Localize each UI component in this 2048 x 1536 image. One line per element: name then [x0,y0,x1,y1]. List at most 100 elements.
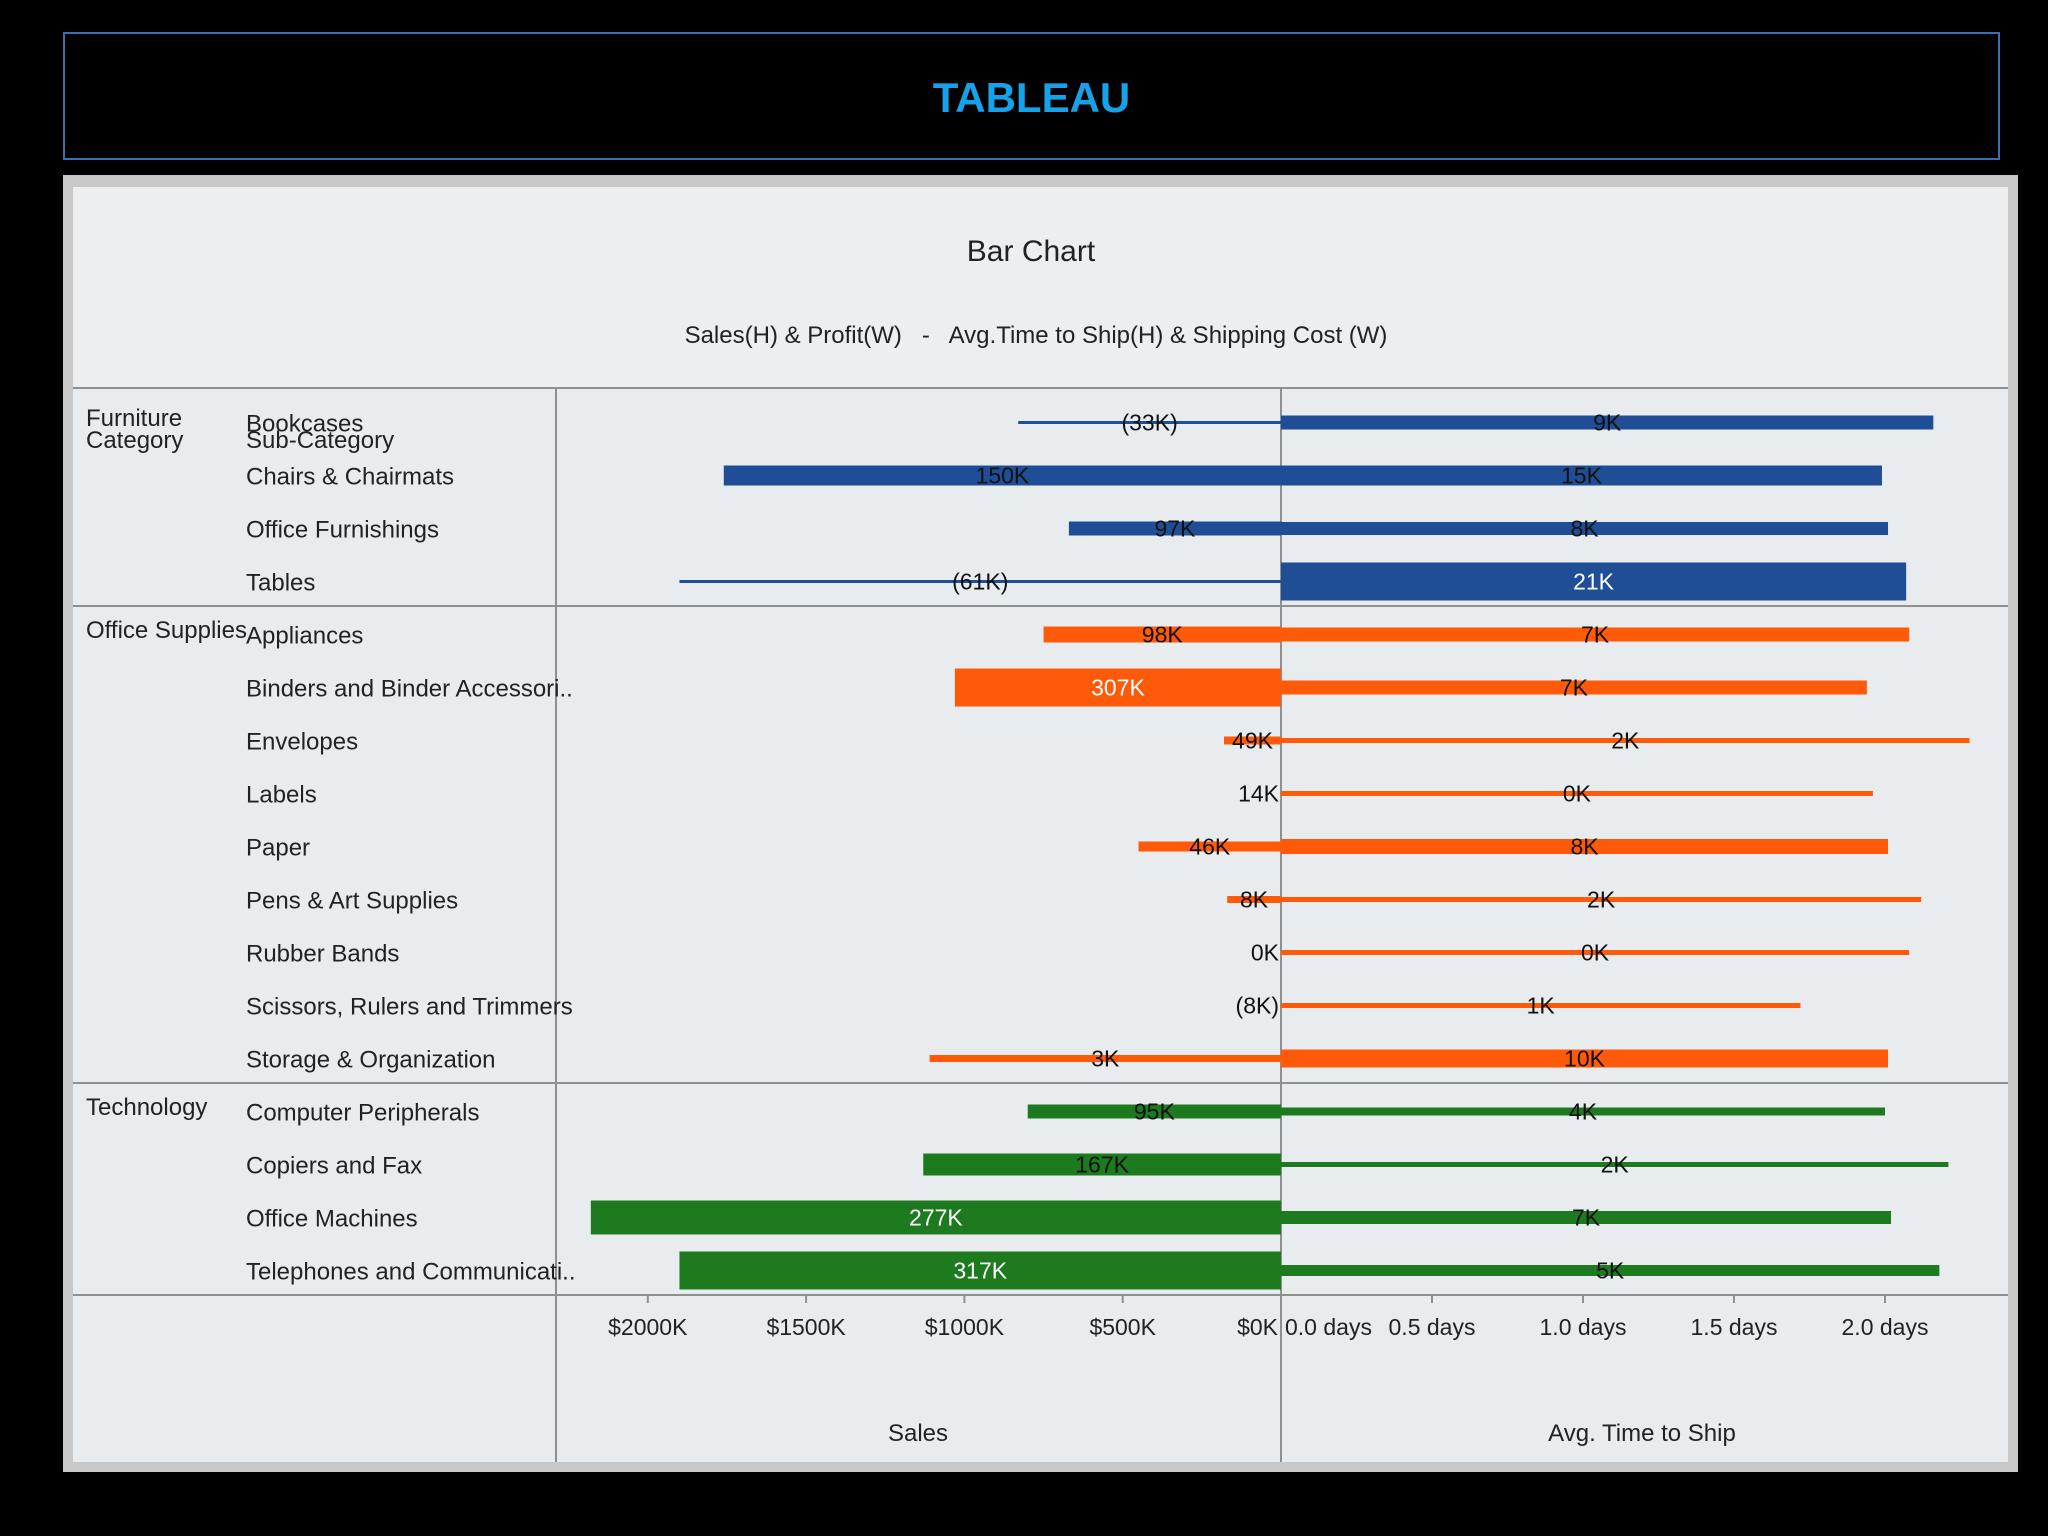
profit-label: 14K [1238,781,1280,807]
sales-profit-bar [1224,736,1281,745]
subcategory-label: Pens & Art Supplies [246,888,458,915]
subcategory-header: Sub-Category [246,427,394,454]
category-label: Office Supplies [86,617,247,644]
ship-time-cost-bar [1281,562,1907,601]
subcategory-label: Binders and Binder Accessori.. [246,676,573,703]
subcategory-label: Paper [246,835,310,862]
profit-label: 317K [953,1258,1007,1284]
subcategory-label: Envelopes [246,729,358,756]
ship-time-cost-bar [1281,1265,1940,1276]
ship-time-cost-bar [1281,680,1867,695]
chart-frame: Bar Chart Sales(H) & Profit(W) - Avg.Tim… [63,175,2018,1472]
subcategory-label: Copiers and Fax [246,1153,422,1180]
subcategory-label: Computer Peripherals [246,1100,479,1127]
ship-time-cost-bar [1281,1211,1892,1224]
profit-label: 277K [909,1205,963,1231]
left-axis-tick-label: $0K [1237,1314,1279,1340]
profit-label: 150K [976,463,1030,489]
subcategory-label: Appliances [246,623,363,650]
slide-title-box: TABLEAU [63,32,2000,160]
slide-title: TABLEAU [932,74,1131,121]
right-axis-tick-label: 0.5 days [1389,1314,1476,1340]
sales-profit-bar [1068,521,1281,536]
ship-cost-label: 7K [1581,622,1610,648]
chart: Bar Chart Sales(H) & Profit(W) - Avg.Tim… [73,187,2008,1462]
right-axis-label: Avg. Time to Ship [1548,1420,1736,1447]
ship-cost-label: 21K [1573,569,1615,595]
ship-cost-label: 7K [1560,675,1589,701]
ship-time-cost-bar [1281,839,1889,854]
profit-label: 3K [1091,1046,1120,1072]
profit-label: 95K [1134,1099,1176,1125]
ship-time-cost-bar [1281,950,1910,955]
ship-cost-label: 8K [1570,834,1599,860]
subcategory-label: Bookcases [246,411,363,438]
sales-profit-bar [923,1153,1281,1176]
axis-layer: $2000K $1500K $1000K $500K $0K 0.0 days 0.5 da… [608,1295,1928,1340]
bars-layer [590,415,1970,1290]
ship-cost-label: 0K [1581,940,1610,966]
left-axis-tick-label: $1000K [925,1314,1005,1340]
ship-time-cost-bar [1281,1107,1885,1116]
ship-time-cost-bar [1281,522,1889,535]
grid-layer [73,387,2008,1462]
ship-cost-label: 7K [1572,1205,1601,1231]
subcategory-label: Chairs & Chairmats [246,464,454,491]
ship-time-cost-bar [1281,415,1934,430]
labels-layer: Furniture Bookcases (33K) 9K Chairs & Chairm… [86,405,1640,1286]
ship-time-cost-bar [1281,738,1970,743]
ship-cost-label: 15K [1561,463,1603,489]
left-axis-tick-label: $500K [1089,1314,1156,1340]
ship-time-cost-bar [1281,791,1873,796]
right-axis-tick-label: 2.0 days [1842,1314,1929,1340]
ship-cost-label: 1K [1527,993,1556,1019]
chart-panel-background [73,187,2008,1462]
sales-profit-bar [1227,896,1281,903]
left-axis-tick-label: $2000K [608,1314,688,1340]
ship-time-cost-bar [1281,897,1922,902]
ship-cost-label: 8K [1570,516,1599,542]
ship-cost-label: 2K [1601,1152,1630,1178]
sales-profit-bar [954,668,1281,707]
profit-label: 0K [1251,940,1280,966]
right-axis-tick-label: 0.0 days [1285,1314,1372,1340]
subcategory-label: Storage & Organization [246,1047,495,1074]
ship-cost-label: 9K [1593,410,1622,436]
subcategory-label: Office Furnishings [246,517,439,544]
sales-profit-bar [1018,421,1281,424]
profit-label: (33K) [1121,410,1177,436]
profit-label: 167K [1075,1152,1129,1178]
subcategory-label: Rubber Bands [246,941,399,968]
profit-label: 98K [1142,622,1184,648]
category-header: Category [86,427,183,454]
ship-cost-label: 2K [1611,728,1640,754]
ship-time-cost-bar [1281,1049,1889,1068]
ship-cost-label: 10K [1564,1046,1606,1072]
profit-label: (8K) [1236,993,1279,1019]
profit-label: (61K) [952,569,1008,595]
ship-time-cost-bar [1281,1162,1949,1167]
category-label: Technology [86,1094,207,1121]
left-axis-label: Sales [888,1420,948,1447]
left-axis-tick-label: $1500K [766,1314,846,1340]
ship-cost-label: 5K [1596,1258,1625,1284]
chart-header-background [73,187,2008,387]
profit-label: 49K [1232,728,1274,754]
ship-time-cost-bar [1281,465,1882,486]
sales-profit-bar [723,465,1281,486]
profit-label: 46K [1189,834,1231,860]
profit-label: 307K [1091,675,1145,701]
sales-profit-bar [1138,841,1281,852]
profit-label: 8K [1240,887,1269,913]
right-axis-tick-label: 1.0 days [1540,1314,1627,1340]
subcategory-label: Telephones and Communicati.. [246,1259,576,1286]
category-label: Furniture [86,405,182,432]
ship-time-cost-bar [1281,627,1910,642]
ship-cost-label: 0K [1563,781,1592,807]
sales-profit-bar [679,580,1281,583]
chart-subtitle: Sales(H) & Profit(W) - Avg.Time to Ship(… [685,322,1388,349]
subcategory-label: Office Machines [246,1206,418,1233]
ship-cost-label: 4K [1569,1099,1598,1125]
subcategory-label: Tables [246,570,315,597]
sales-profit-bar [1043,626,1281,643]
